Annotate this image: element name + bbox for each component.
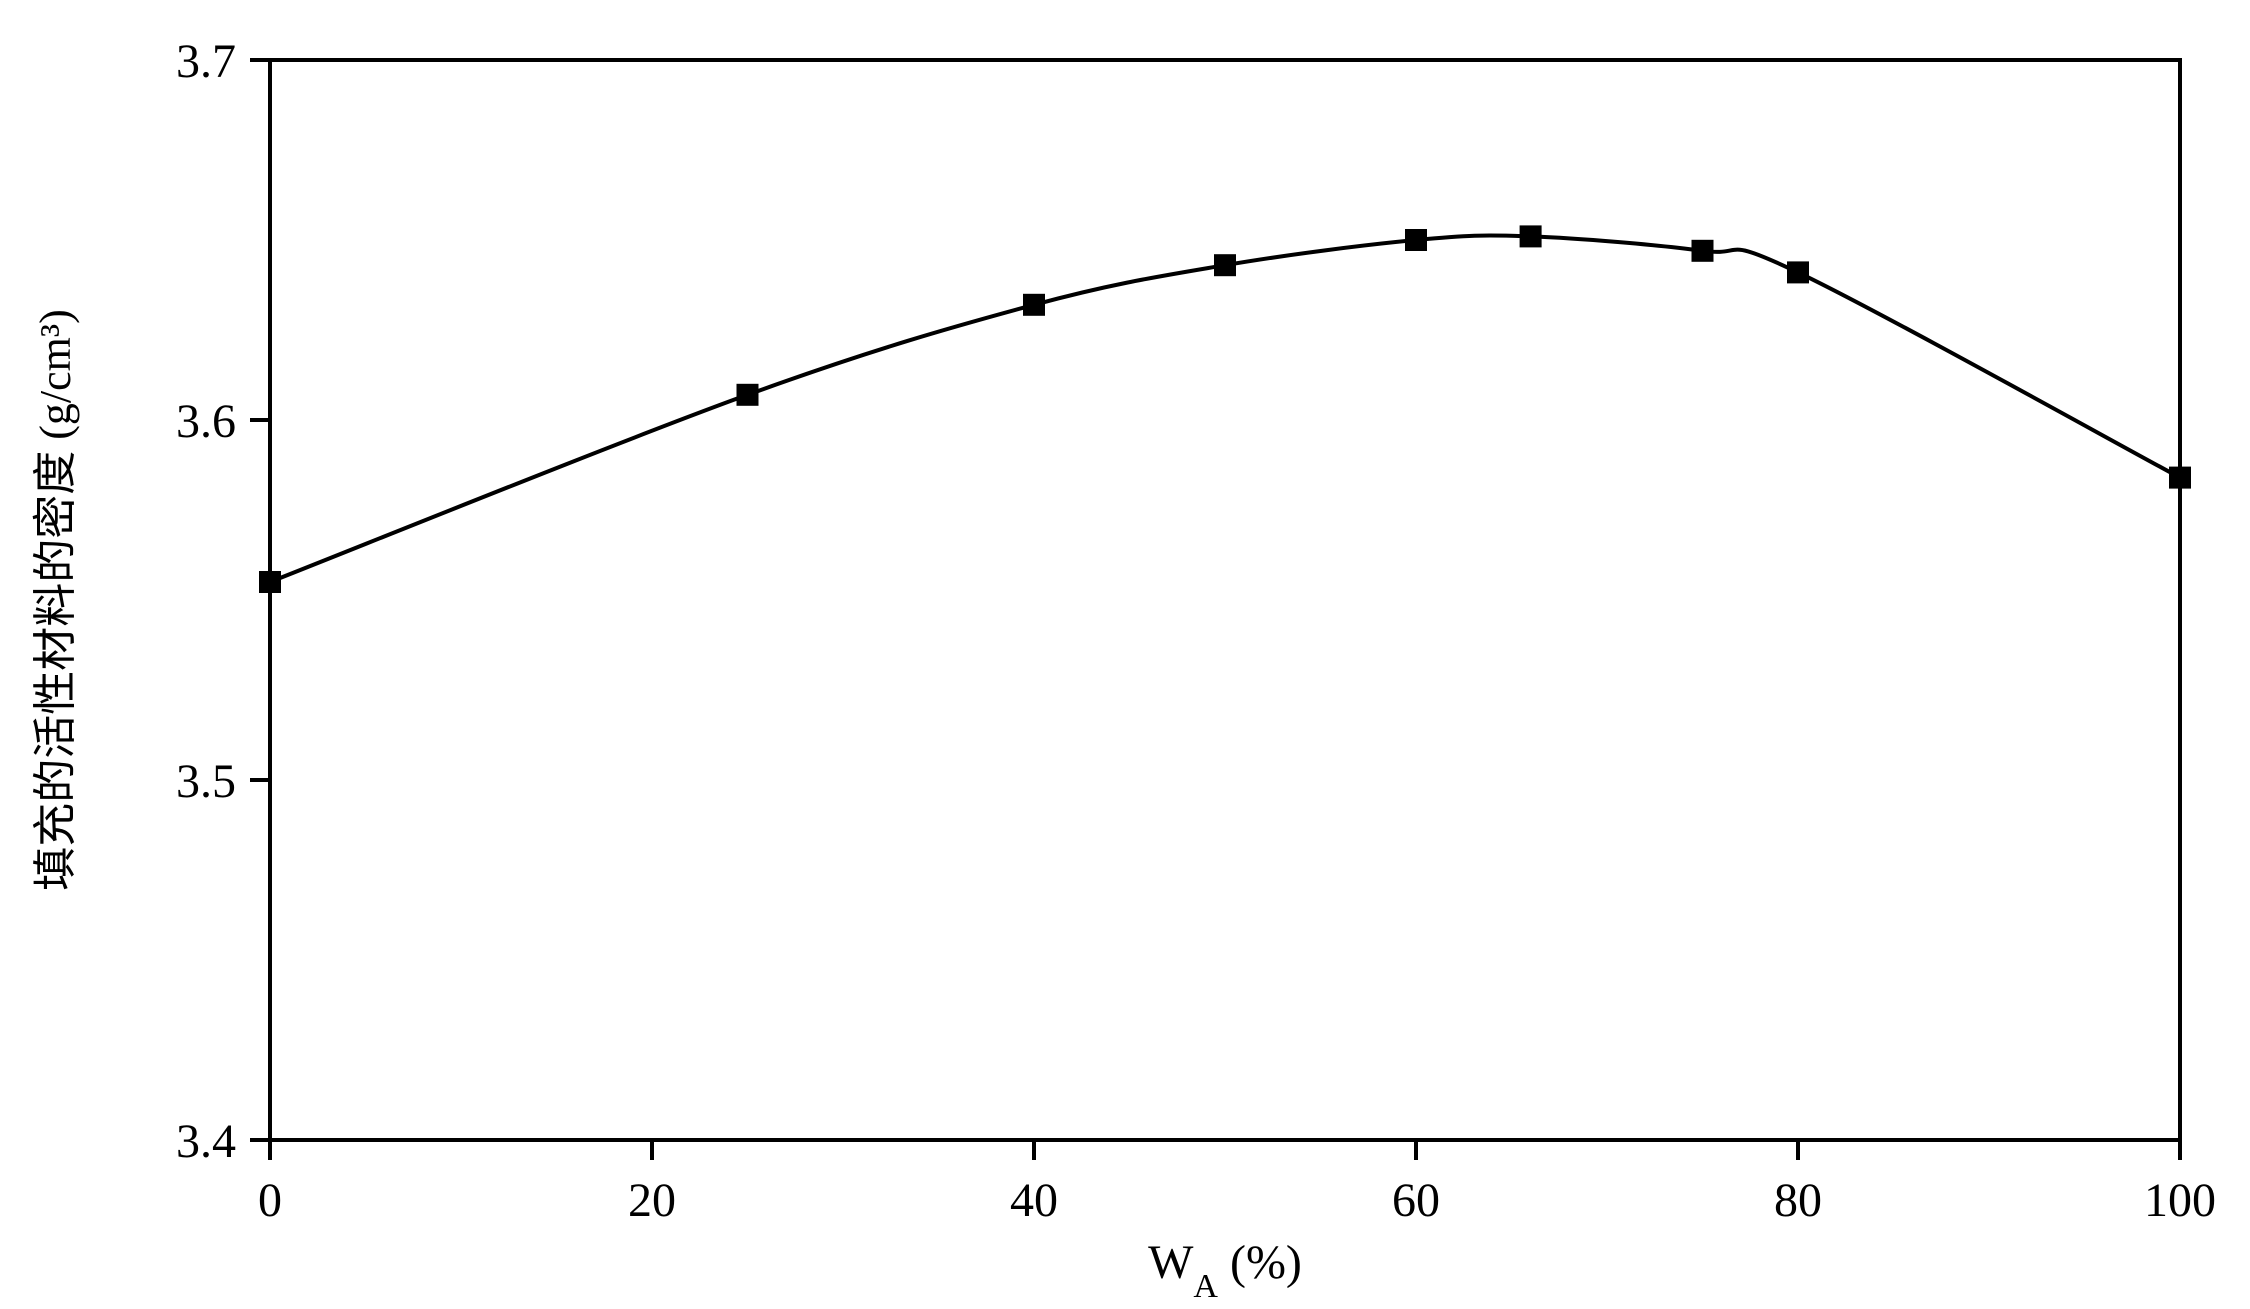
series-marker-density (1521, 226, 1541, 246)
series-marker-density (260, 572, 280, 592)
y-tick-label: 3.5 (176, 755, 236, 808)
x-tick-label: 0 (258, 1174, 282, 1227)
series-marker-density (1788, 262, 1808, 282)
chart-background (0, 0, 2250, 1309)
series-marker-density (1406, 230, 1426, 250)
x-tick-label: 80 (1774, 1174, 1822, 1227)
x-tick-label: 60 (1392, 1174, 1440, 1227)
series-marker-density (1693, 241, 1713, 261)
series-marker-density (738, 385, 758, 405)
series-marker-density (2170, 468, 2190, 488)
y-tick-label: 3.6 (176, 395, 236, 448)
series-marker-density (1215, 255, 1235, 275)
density-line-chart: 0204060801003.43.53.63.7WA (%)填充的活性材料的密度… (0, 0, 2250, 1309)
series-marker-density (1024, 295, 1044, 315)
x-tick-label: 100 (2144, 1174, 2216, 1227)
y-tick-label: 3.7 (176, 35, 236, 88)
y-tick-label: 3.4 (176, 1115, 236, 1168)
x-tick-label: 40 (1010, 1174, 1058, 1227)
x-tick-label: 20 (628, 1174, 676, 1227)
chart-container: 0204060801003.43.53.63.7WA (%)填充的活性材料的密度… (0, 0, 2250, 1309)
y-axis-title: 填充的活性材料的密度 (g/cm³) (31, 309, 80, 890)
